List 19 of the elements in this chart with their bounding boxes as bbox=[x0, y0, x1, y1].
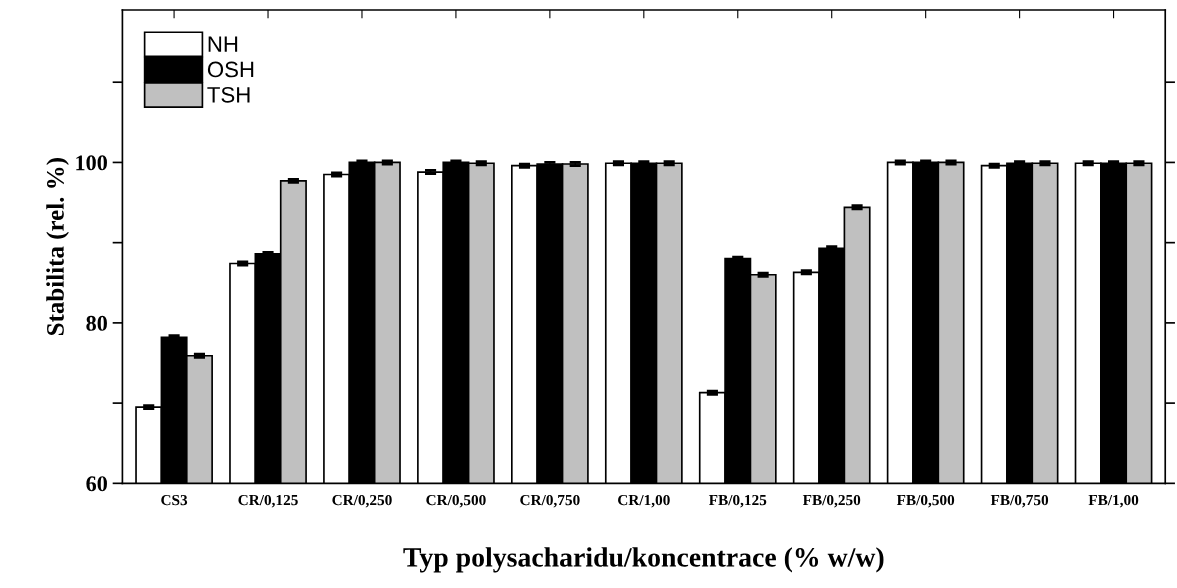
x-axis-title: Typ polysacharidu/koncentrace (% w/w) bbox=[403, 547, 884, 573]
x-tick-label: FB/0,500 bbox=[896, 494, 955, 508]
legend-label: NH bbox=[208, 36, 238, 52]
x-tick-label: CR/0,750 bbox=[520, 494, 580, 508]
x-tick-label: CR/0,250 bbox=[332, 494, 392, 508]
x-tick-label: CR/0,500 bbox=[426, 494, 486, 508]
y-axis-title: Stabilita (rel. %) bbox=[46, 158, 69, 336]
x-tick-label: FB/0,125 bbox=[708, 494, 767, 508]
x-tick-label: CR/1,00 bbox=[618, 494, 670, 508]
y-tick-label: 60 bbox=[86, 476, 107, 492]
x-tick-label: FB/0,250 bbox=[802, 494, 861, 508]
x-tick-label: CS3 bbox=[161, 494, 188, 506]
y-tick-label: 80 bbox=[86, 315, 107, 331]
legend-label: OSH bbox=[207, 61, 254, 78]
y-tick-label: 100 bbox=[76, 155, 107, 171]
x-tick-label: FB/0,750 bbox=[990, 494, 1049, 508]
x-tick-label: CR/0,125 bbox=[238, 494, 298, 508]
x-tick-label: FB/1,00 bbox=[1088, 494, 1139, 508]
legend-label: TSH bbox=[207, 86, 250, 103]
